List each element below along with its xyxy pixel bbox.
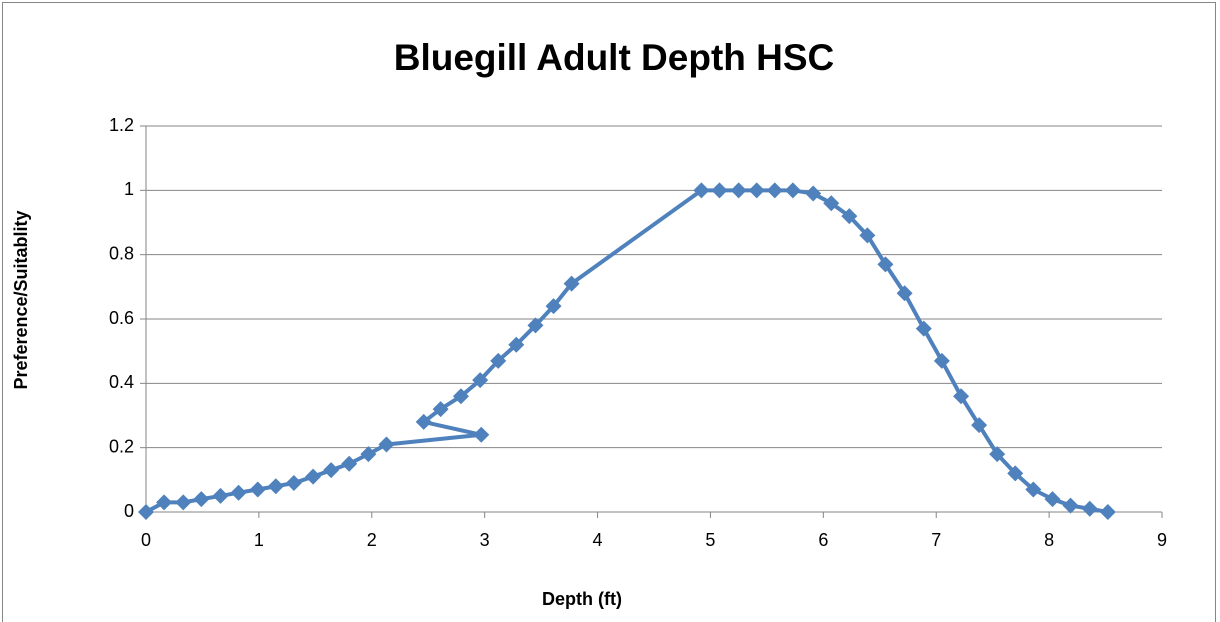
data-point [693,182,710,199]
data-point [212,487,229,504]
data-point [877,256,894,273]
y-tick-label: 0.4 [109,372,134,392]
data-point [452,388,469,405]
data-point [285,475,302,492]
data-point [1025,481,1042,498]
data-point [730,182,747,199]
data-point [545,298,562,315]
x-tick-label: 5 [705,530,715,550]
x-tick-label: 0 [141,530,151,550]
data-point [953,388,970,405]
data-point [432,401,449,418]
data-point [859,227,876,244]
data-point [415,413,432,430]
y-tick-label: 0.6 [109,308,134,328]
data-point [193,491,210,508]
data-point [823,195,840,212]
y-tick-label: 0.2 [109,436,134,456]
x-tick-label: 9 [1157,530,1167,550]
data-point [784,182,801,199]
x-tick-label: 1 [254,530,264,550]
data-point [766,182,783,199]
data-point [841,208,858,225]
data-point [805,185,822,202]
chart-title: Bluegill Adult Depth HSC [394,37,835,78]
data-point [138,504,154,520]
data-point [473,426,490,443]
data-point [1044,491,1061,508]
data-point [563,275,580,292]
data-point [305,468,322,485]
data-point [748,182,765,199]
x-tick-label: 6 [818,530,828,550]
y-tick-label: 1.2 [109,115,134,135]
data-point [508,336,525,353]
y-tick-label: 1 [124,179,134,199]
data-point [323,462,340,479]
data-point [896,285,913,302]
data-point [989,446,1006,463]
data-point [1081,500,1098,517]
x-tick-label: 7 [931,530,941,550]
data-point [472,372,489,389]
data-point [341,455,358,472]
data-point [1099,504,1116,520]
data-point [378,436,395,453]
x-axis-label: Depth (ft) [542,589,622,609]
data-point [156,494,173,511]
data-point [230,484,247,501]
x-tick-label: 2 [367,530,377,550]
data-point [267,478,284,495]
y-tick-label: 0 [124,501,134,521]
data-point [527,317,544,334]
data-point [490,352,507,369]
data-point [1007,465,1024,482]
x-tick-label: 4 [593,530,603,550]
data-point [915,320,932,337]
x-tick-label: 8 [1044,530,1054,550]
data-point [711,182,728,199]
data-point [933,352,950,369]
x-tick-label: 3 [480,530,490,550]
data-point [175,494,192,511]
y-axis-label: Preference/Suitablity [11,210,31,389]
data-point [360,446,377,463]
y-tick-label: 0.8 [109,243,134,263]
data-point [971,417,988,434]
data-point [249,481,266,498]
data-point [1062,497,1079,514]
